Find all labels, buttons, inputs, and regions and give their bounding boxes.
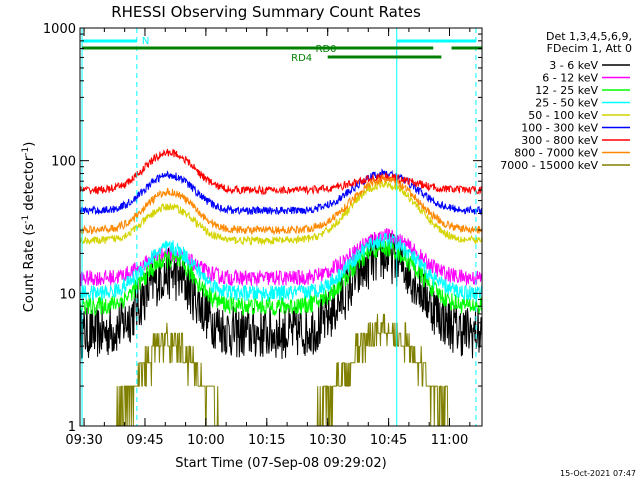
series-line-8 xyxy=(79,174,483,236)
night-label: N xyxy=(142,36,149,47)
series-line-6 xyxy=(79,168,483,216)
legend-label-1: 3 - 6 keV xyxy=(549,59,598,72)
chart-title: RHESSI Observing Summary Count Rates xyxy=(111,3,421,21)
x-tick-label-1: 09:45 xyxy=(126,433,163,448)
y-axis-title-end: ) xyxy=(22,142,37,147)
y-axis-title-sup2: -1 xyxy=(21,147,31,156)
y-tick-label-0: 1 xyxy=(68,420,76,435)
y-tick-label-3: 1000 xyxy=(43,22,76,37)
x-tick-label-6: 11:00 xyxy=(431,433,468,448)
y-axis-title: Count Rate (s-1 detector-1) xyxy=(21,142,37,313)
x-tick-label-3: 10:15 xyxy=(248,433,285,448)
legend-header-line-1: Det 1,3,4,5,6,9, xyxy=(546,30,632,43)
legend-label-7: 300 - 800 keV xyxy=(521,134,598,147)
legend-label-6: 100 - 300 keV xyxy=(521,122,598,135)
series-layer xyxy=(79,148,483,427)
y-axis-title-mid: detector xyxy=(22,155,37,215)
x-tick-label-2: 10:00 xyxy=(187,433,224,448)
series-line-3 xyxy=(79,239,483,317)
y-tick-label-2: 100 xyxy=(51,155,76,170)
x-tick-label-0: 09:30 xyxy=(65,433,102,448)
y-axis-title-sup1: -1 xyxy=(21,215,31,224)
x-tick-label-4: 10:30 xyxy=(309,433,346,448)
y-axis-title-main: Count Rate (s xyxy=(22,224,37,313)
y-tick-label-1: 10 xyxy=(59,287,76,302)
series-line-4 xyxy=(79,232,483,302)
legend-header-line-2: FDecim 1, Att 0 xyxy=(547,42,632,55)
x-axis-title: Start Time (07-Sep-08 09:29:02) xyxy=(175,456,386,471)
series-line-7 xyxy=(79,148,483,196)
footer-date: 15-Oct-2021 07:47 xyxy=(560,469,636,478)
legend-label-8: 800 - 7000 keV xyxy=(514,147,598,160)
axes-layer: 09:30 09:45 10:00 10:15 10:30 10:45 11:00 1 10 10… xyxy=(43,22,482,448)
legend-label-3: 12 - 25 keV xyxy=(535,84,598,97)
legend-label-5: 50 - 100 keV xyxy=(528,109,598,122)
plot-frame xyxy=(79,27,483,427)
legend-label-4: 25 - 50 keV xyxy=(535,97,598,110)
series-line-5 xyxy=(79,180,483,246)
x-tick-label-5: 10:45 xyxy=(370,433,407,448)
legend-label-2: 6 - 12 keV xyxy=(542,72,598,85)
rd0-label: RD0 xyxy=(316,44,337,55)
legend-label-9: 7000 - 15000 keV xyxy=(500,159,598,172)
rd4-label: RD4 xyxy=(291,53,312,64)
annotation-layer: N RD0 RD4 xyxy=(81,28,482,426)
